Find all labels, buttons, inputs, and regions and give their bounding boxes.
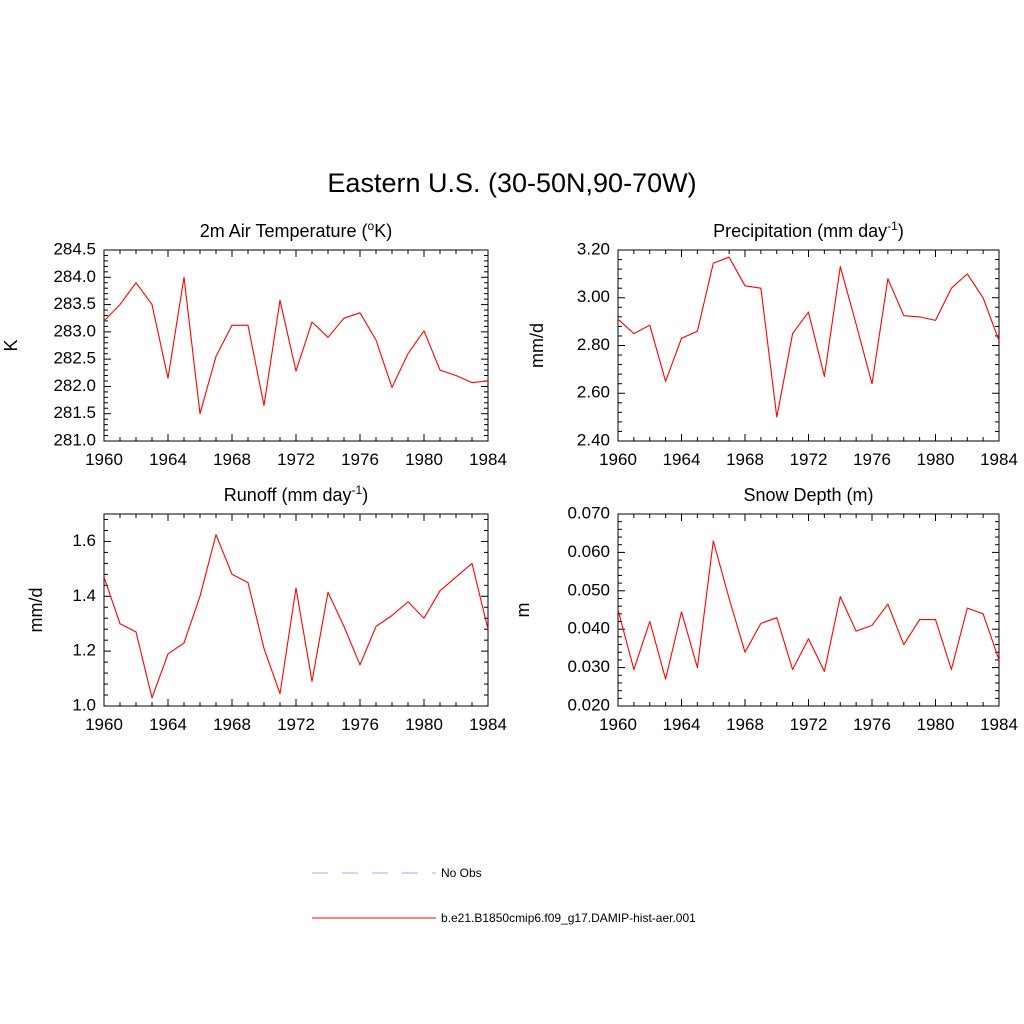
- x-tick-label: 1972: [790, 715, 828, 734]
- x-tick-label: 1964: [663, 450, 701, 469]
- y-tick-label: 1.0: [72, 695, 96, 714]
- chart-panel-2: Precipitation (mm day-1) mm/d 1960 1964 1968…: [527, 219, 1018, 469]
- y-axis-label: K: [1, 339, 21, 351]
- series-line: [617, 540, 1000, 680]
- plot-frame: [103, 513, 489, 707]
- y-tick-label: 282.5: [53, 349, 96, 368]
- legend-label: b.e21.B1850cmip6.f09_g17.DAMIP-hist-aer.…: [441, 911, 696, 925]
- panel-title: Runoff (mm day-1): [224, 483, 368, 505]
- x-tick-label: 1968: [726, 715, 764, 734]
- plot-frame: [617, 249, 1000, 442]
- x-tick-label: 1964: [663, 715, 701, 734]
- y-tick-label: 281.5: [53, 403, 96, 422]
- legend-label: No Obs: [441, 866, 482, 880]
- series-line: [103, 276, 489, 415]
- panel-title: Snow Depth (m): [743, 485, 873, 505]
- y-tick-label: 1.4: [72, 586, 96, 605]
- x-tick-label: 1972: [277, 715, 315, 734]
- x-tick-label: 1984: [980, 450, 1018, 469]
- x-tick-label: 1960: [85, 715, 123, 734]
- x-tick-label: 1972: [277, 450, 315, 469]
- y-tick-label: 283.0: [53, 321, 96, 340]
- panel-title: 2m Air Temperature (oK): [200, 219, 392, 241]
- x-tick-label: 1968: [726, 450, 764, 469]
- y-tick-label: 2.60: [577, 383, 610, 402]
- y-axis-label: mm/d: [26, 588, 46, 633]
- y-tick-label: 0.060: [567, 542, 610, 561]
- x-tick-label: 1968: [213, 450, 251, 469]
- y-tick-label: 1.6: [72, 531, 96, 550]
- y-tick-label: 0.020: [567, 695, 610, 714]
- y-tick-label: 1.2: [72, 641, 96, 660]
- x-tick-label: 1964: [149, 715, 187, 734]
- series-line: [103, 534, 489, 699]
- x-tick-label: 1984: [469, 450, 507, 469]
- panel-title: Precipitation (mm day-1): [713, 219, 904, 241]
- x-tick-label: 1984: [980, 715, 1018, 734]
- x-tick-label: 1960: [599, 715, 637, 734]
- chart-panel-3: Runoff (mm day-1) mm/d 1960 1964 1968 1972 197…: [26, 483, 507, 734]
- y-tick-label: 281.0: [53, 430, 96, 449]
- y-tick-label: 2.80: [577, 335, 610, 354]
- legend: No Obs b.e21.B1850cmip6.f09_g17.DAMIP-his…: [312, 866, 696, 925]
- x-tick-label: 1980: [917, 715, 955, 734]
- x-tick-label: 1980: [405, 450, 443, 469]
- x-tick-label: 1984: [469, 715, 507, 734]
- x-tick-label: 1968: [213, 715, 251, 734]
- y-tick-label: 284.0: [53, 267, 96, 286]
- x-tick-label: 1960: [599, 450, 637, 469]
- y-tick-label: 0.070: [567, 503, 610, 522]
- x-tick-label: 1964: [149, 450, 187, 469]
- y-tick-label: 3.00: [577, 287, 610, 306]
- x-tick-label: 1976: [853, 715, 891, 734]
- y-tick-label: 284.5: [53, 239, 96, 258]
- y-tick-label: 2.40: [577, 430, 610, 449]
- y-axis-label: m: [513, 603, 533, 618]
- page-title: Eastern U.S. (30-50N,90-70W): [327, 168, 697, 198]
- y-tick-label: 282.0: [53, 376, 96, 395]
- plot-frame: [617, 513, 1000, 707]
- y-tick-label: 0.030: [567, 657, 610, 676]
- chart-panel-4: Snow Depth (m) m 1960 1964 1968 1972 1976 1980 1…: [513, 485, 1018, 734]
- y-tick-label: 283.5: [53, 294, 96, 313]
- x-tick-label: 1976: [853, 450, 891, 469]
- x-tick-label: 1980: [405, 715, 443, 734]
- y-tick-label: 0.040: [567, 619, 610, 638]
- x-tick-label: 1972: [790, 450, 828, 469]
- x-tick-label: 1976: [341, 450, 379, 469]
- x-tick-label: 1976: [341, 715, 379, 734]
- y-tick-label: 0.050: [567, 580, 610, 599]
- series-line: [617, 256, 1000, 418]
- y-tick-label: 3.20: [577, 239, 610, 258]
- y-axis-label: mm/d: [527, 323, 547, 368]
- x-tick-label: 1960: [85, 450, 123, 469]
- chart-panel-1: 2m Air Temperature (oK) K 1960 1964 1968 1972…: [1, 219, 507, 469]
- x-tick-label: 1980: [917, 450, 955, 469]
